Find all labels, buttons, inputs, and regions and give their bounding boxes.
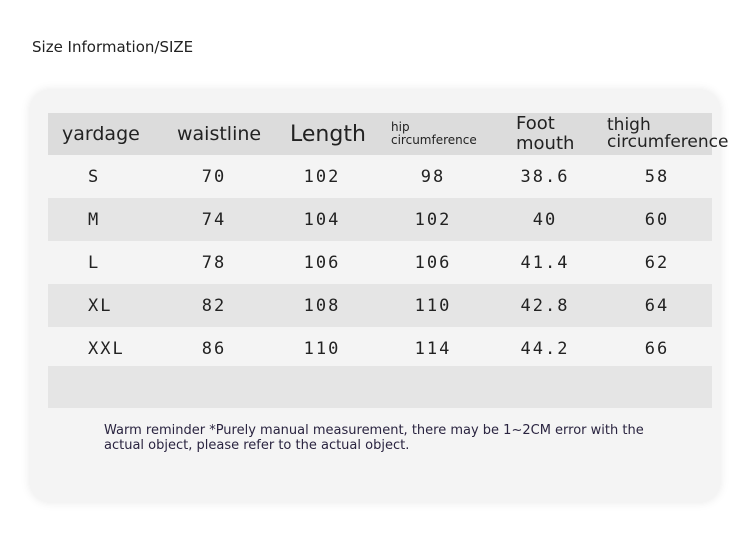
header-waistline: waistline — [177, 123, 262, 145]
cell-thigh: 66 — [644, 338, 670, 359]
cell-foot-mouth: 40 — [532, 209, 558, 230]
cell-thigh: 62 — [644, 252, 670, 273]
header-hip: hip circumference — [391, 120, 477, 147]
cell-size: M — [88, 209, 101, 230]
cell-waistline: 78 — [201, 252, 227, 273]
measurement-note: Warm reminder *Purely manual measurement… — [104, 423, 644, 453]
cell-hip: 110 — [414, 295, 452, 316]
cell-hip: 102 — [414, 209, 452, 230]
header-thigh: thigh circumference — [607, 115, 729, 152]
cell-hip: 106 — [414, 252, 452, 273]
cell-foot-mouth: 41.4 — [520, 252, 570, 273]
cell-foot-mouth: 38.6 — [520, 166, 570, 187]
cell-waistline: 70 — [201, 166, 227, 187]
cell-length: 102 — [303, 166, 341, 187]
cell-size: XXL — [88, 338, 125, 359]
cell-size: XL — [88, 295, 113, 316]
cell-foot-mouth: 44.2 — [520, 338, 570, 359]
cell-waistline: 74 — [201, 209, 227, 230]
header-yardage: yardage — [62, 123, 140, 145]
cell-waistline: 86 — [201, 338, 227, 359]
cell-thigh: 60 — [644, 209, 670, 230]
cell-size: L — [88, 252, 101, 273]
cell-length: 106 — [303, 252, 341, 273]
cell-hip: 98 — [420, 166, 446, 187]
cell-length: 108 — [303, 295, 341, 316]
cell-thigh: 64 — [644, 295, 670, 316]
table-row: M 74 104 102 40 60 — [48, 198, 712, 241]
page-title: Size Information/SIZE — [32, 38, 194, 56]
cell-length: 110 — [303, 338, 341, 359]
table-header: yardage waistline Length hip circumferen… — [48, 113, 728, 155]
cell-hip: 114 — [414, 338, 452, 359]
cell-length: 104 — [303, 209, 341, 230]
table-row: S 70 102 98 38.6 58 — [48, 155, 712, 198]
cell-thigh: 58 — [644, 166, 670, 187]
header-length: Length — [290, 121, 366, 147]
size-table-card: yardage waistline Length hip circumferen… — [30, 90, 728, 502]
cell-size: S — [88, 166, 101, 187]
table-row: XL 82 108 110 42.8 64 — [48, 284, 712, 327]
cell-waistline: 82 — [201, 295, 227, 316]
table-row: L 78 106 106 41.4 62 — [48, 241, 712, 284]
cell-foot-mouth: 42.8 — [520, 295, 570, 316]
empty-row — [48, 366, 712, 408]
table-row: XXL 86 110 114 44.2 66 — [48, 327, 712, 370]
header-foot-mouth: Foot mouth — [516, 113, 575, 154]
